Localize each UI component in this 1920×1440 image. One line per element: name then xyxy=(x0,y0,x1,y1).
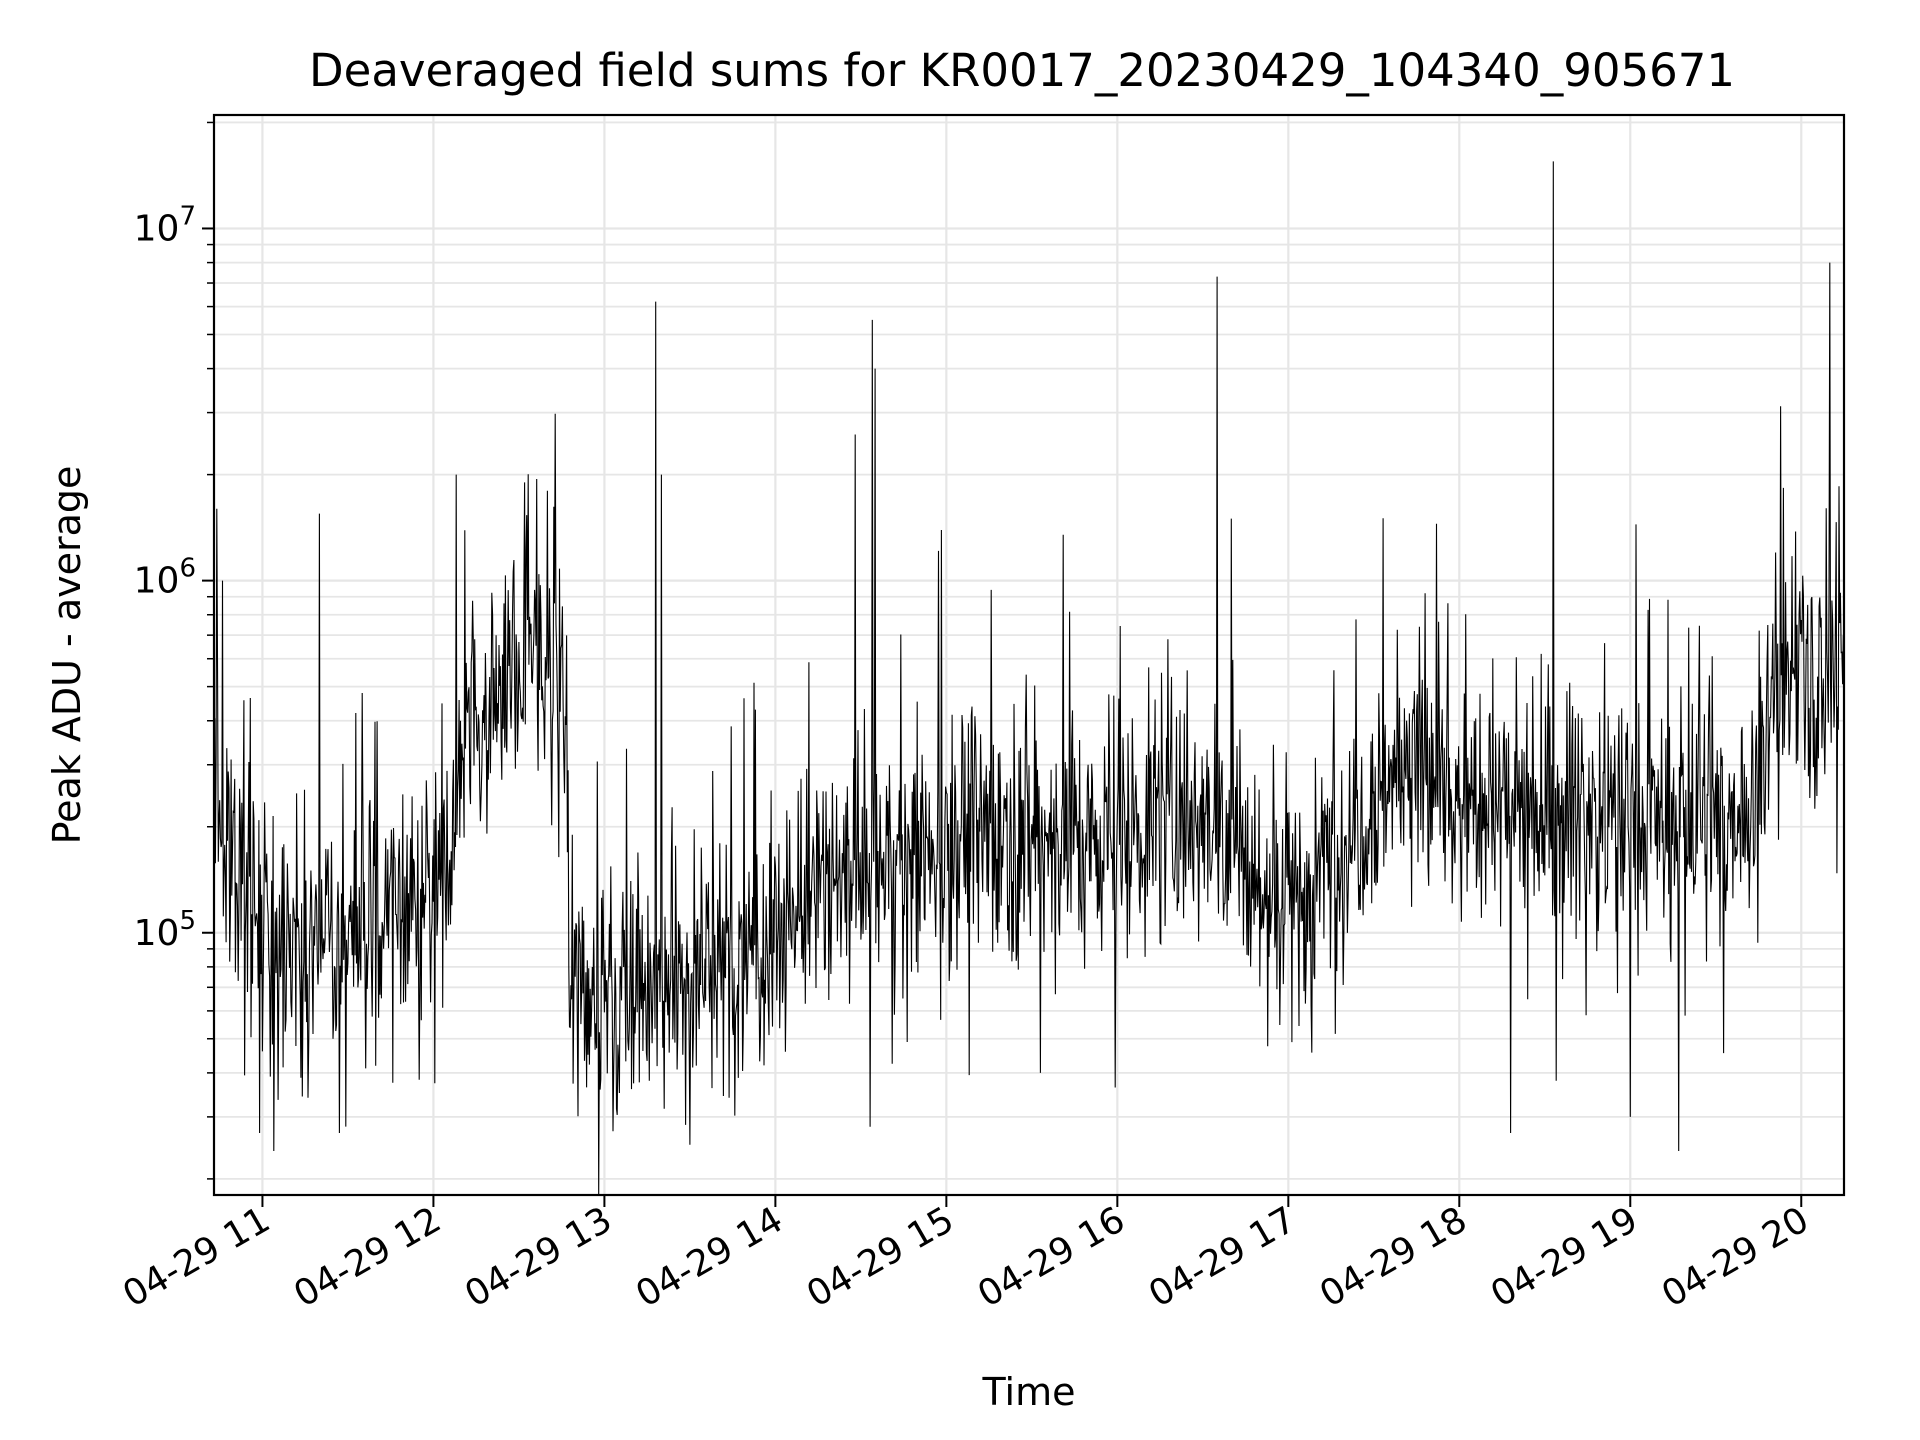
x-tick-label: 04-29 17 xyxy=(1142,1199,1303,1315)
series-line xyxy=(213,161,1845,1196)
x-tick-label: 04-29 16 xyxy=(971,1199,1132,1315)
x-tick-label: 04-29 13 xyxy=(458,1199,619,1315)
chart-title: Deaveraged field sums for KR0017_2023042… xyxy=(309,44,1735,97)
grid-lines xyxy=(214,115,1844,1195)
x-tick-label: 04-29 20 xyxy=(1655,1199,1816,1315)
plot-frame xyxy=(212,113,1846,1197)
y-tick-label: 105 xyxy=(134,906,196,954)
y-axis: 105 106 107 xyxy=(134,121,214,1180)
x-tick-label: 04-29 14 xyxy=(629,1199,790,1315)
x-tick-label: 04-29 11 xyxy=(116,1199,277,1315)
y-tick-label: 106 xyxy=(134,554,196,602)
x-tick-label: 04-29 12 xyxy=(287,1199,448,1315)
y-tick-label: 107 xyxy=(134,201,196,249)
y-axis-label: Peak ADU - average xyxy=(45,466,89,845)
series-line-path xyxy=(213,161,1845,1196)
x-tick-label: 04-29 19 xyxy=(1484,1199,1645,1315)
x-tick-label: 04-29 18 xyxy=(1313,1199,1474,1315)
x-axis-label: Time xyxy=(982,1370,1076,1414)
x-tick-label: 04-29 15 xyxy=(800,1199,961,1315)
x-axis: 04-29 11 04-29 12 04-29 13 04-29 14 04-29 15… xyxy=(116,1195,1816,1316)
